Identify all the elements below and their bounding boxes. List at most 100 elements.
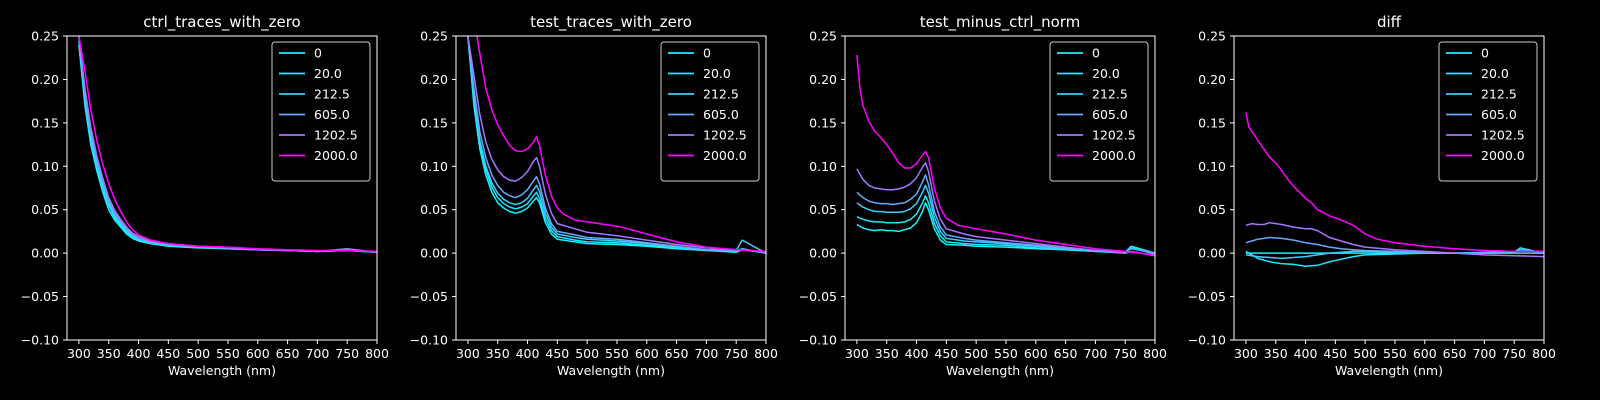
x-tick-label: 600 bbox=[1024, 346, 1048, 361]
series-group bbox=[467, 36, 766, 254]
legend-label: 1202.5 bbox=[1481, 128, 1525, 143]
legend-label: 2000.0 bbox=[703, 148, 747, 163]
x-tick-label: 750 bbox=[1113, 346, 1137, 361]
series-group bbox=[1245, 112, 1544, 267]
legend-label: 212.5 bbox=[1092, 87, 1128, 102]
x-tick-label: 700 bbox=[1472, 346, 1496, 361]
y-tick-label: 0.10 bbox=[420, 159, 448, 174]
legend-box bbox=[1438, 41, 1538, 182]
series-line-1-2 bbox=[467, 36, 766, 254]
series-line-2-0 bbox=[856, 202, 1155, 255]
chart-panel-3: 300 350 400 450 500 550 600 650 700 750 800 −0.10 −0… bbox=[1188, 13, 1556, 378]
axes-frame bbox=[844, 35, 1156, 341]
series-line-2-1 bbox=[856, 195, 1155, 254]
y-tick-label: 0.10 bbox=[1198, 159, 1226, 174]
x-tick-label: 600 bbox=[1413, 346, 1437, 361]
x-tick-label: 800 bbox=[1532, 346, 1556, 361]
x-tick-label: 500 bbox=[575, 346, 599, 361]
chart-panel-2: 300 350 400 450 500 550 600 650 700 750 800 −0.10 −0… bbox=[799, 13, 1167, 378]
y-tick-label: −0.05 bbox=[410, 289, 448, 304]
y-tick-label: 0.05 bbox=[420, 202, 448, 217]
chart-panel-0: 300 350 400 450 500 550 600 650 700 750 800 −0.10 −0… bbox=[21, 13, 389, 378]
axes-frame bbox=[455, 35, 767, 341]
x-tick-label: 750 bbox=[724, 346, 748, 361]
x-tick-label: 700 bbox=[694, 346, 718, 361]
legend-label: 0 bbox=[703, 46, 711, 61]
legend-label: 20.0 bbox=[1481, 66, 1509, 81]
x-tick-label: 550 bbox=[994, 346, 1018, 361]
legend-label: 20.0 bbox=[1092, 66, 1120, 81]
legend-label: 212.5 bbox=[703, 87, 739, 102]
x-tick-label: 650 bbox=[1443, 346, 1467, 361]
chart-title: diff bbox=[1377, 13, 1402, 31]
x-tick-label: 600 bbox=[246, 346, 270, 361]
x-tick-label: 500 bbox=[186, 346, 210, 361]
series-line-0-4 bbox=[78, 36, 377, 254]
legend-label: 2000.0 bbox=[1092, 148, 1136, 163]
x-tick-label: 800 bbox=[1143, 346, 1167, 361]
legend: 0 20.0 212.5 605.0 1202.5 2000.0 bbox=[1438, 41, 1538, 182]
legend-label: 605.0 bbox=[1092, 107, 1128, 122]
x-tick-label: 550 bbox=[605, 346, 629, 361]
y-tick-label: 0.15 bbox=[31, 115, 59, 130]
legend-label: 1202.5 bbox=[314, 128, 358, 143]
chart-title: test_traces_with_zero bbox=[530, 13, 692, 32]
y-tick-label: 0.00 bbox=[420, 246, 448, 261]
x-tick-label: 750 bbox=[335, 346, 359, 361]
series-line-1-5 bbox=[476, 36, 766, 253]
x-tick-label: 350 bbox=[486, 346, 510, 361]
x-tick-label: 400 bbox=[1294, 346, 1318, 361]
y-tick-label: −0.10 bbox=[21, 333, 59, 348]
series-line-2-5 bbox=[856, 55, 1155, 256]
y-tick-label: 0.25 bbox=[31, 29, 59, 44]
x-tick-label: 650 bbox=[665, 346, 689, 361]
x-tick-label: 450 bbox=[1323, 346, 1347, 361]
y-tick-label: 0.05 bbox=[1198, 202, 1226, 217]
y-tick-label: 0.10 bbox=[809, 159, 837, 174]
y-tick-label: −0.10 bbox=[410, 333, 448, 348]
y-tick-label: 0.25 bbox=[420, 29, 448, 44]
legend-label: 2000.0 bbox=[1481, 148, 1525, 163]
y-tick-label: −0.10 bbox=[1188, 333, 1226, 348]
y-tick-label: 0.00 bbox=[31, 246, 59, 261]
series-line-1-4 bbox=[467, 36, 766, 254]
legend-label: 0 bbox=[314, 46, 322, 61]
x-tick-label: 400 bbox=[516, 346, 540, 361]
x-tick-label: 450 bbox=[156, 346, 180, 361]
x-tick-label: 450 bbox=[545, 346, 569, 361]
x-tick-label: 600 bbox=[635, 346, 659, 361]
series-line-2-4 bbox=[856, 162, 1155, 257]
x-tick-label: 350 bbox=[1264, 346, 1288, 361]
y-tick-label: 0.25 bbox=[809, 29, 837, 44]
legend-box bbox=[660, 41, 760, 182]
y-tick-label: 0.15 bbox=[809, 115, 837, 130]
x-tick-label: 700 bbox=[1083, 346, 1107, 361]
series-group bbox=[78, 36, 377, 254]
y-tick-label: −0.05 bbox=[799, 289, 837, 304]
series-line-2-2 bbox=[856, 184, 1155, 254]
y-tick-label: 0.05 bbox=[31, 202, 59, 217]
y-tick-label: 0.00 bbox=[809, 246, 837, 261]
legend-label: 2000.0 bbox=[314, 148, 358, 163]
y-tick-label: 0.15 bbox=[420, 115, 448, 130]
legend: 0 20.0 212.5 605.0 1202.5 2000.0 bbox=[660, 41, 760, 182]
y-tick-label: −0.10 bbox=[799, 333, 837, 348]
legend-box bbox=[271, 41, 371, 182]
x-tick-label: 350 bbox=[97, 346, 121, 361]
legend-label: 20.0 bbox=[703, 66, 731, 81]
legend: 0 20.0 212.5 605.0 1202.5 2000.0 bbox=[1049, 41, 1149, 182]
x-tick-label: 300 bbox=[456, 346, 480, 361]
y-tick-label: 0.20 bbox=[1198, 72, 1226, 87]
x-tick-label: 500 bbox=[964, 346, 988, 361]
series-group bbox=[856, 55, 1155, 257]
x-tick-label: 650 bbox=[276, 346, 300, 361]
chart-panel-1: 300 350 400 450 500 550 600 650 700 750 800 −0.10 −0… bbox=[410, 13, 778, 378]
x-tick-label: 550 bbox=[216, 346, 240, 361]
x-tick-label: 300 bbox=[845, 346, 869, 361]
x-tick-label: 300 bbox=[67, 346, 91, 361]
series-line-1-3 bbox=[467, 36, 766, 254]
legend-label: 605.0 bbox=[314, 107, 350, 122]
legend-label: 212.5 bbox=[314, 87, 350, 102]
x-axis-label: Wavelength (nm) bbox=[557, 363, 665, 378]
x-axis-label: Wavelength (nm) bbox=[1335, 363, 1443, 378]
